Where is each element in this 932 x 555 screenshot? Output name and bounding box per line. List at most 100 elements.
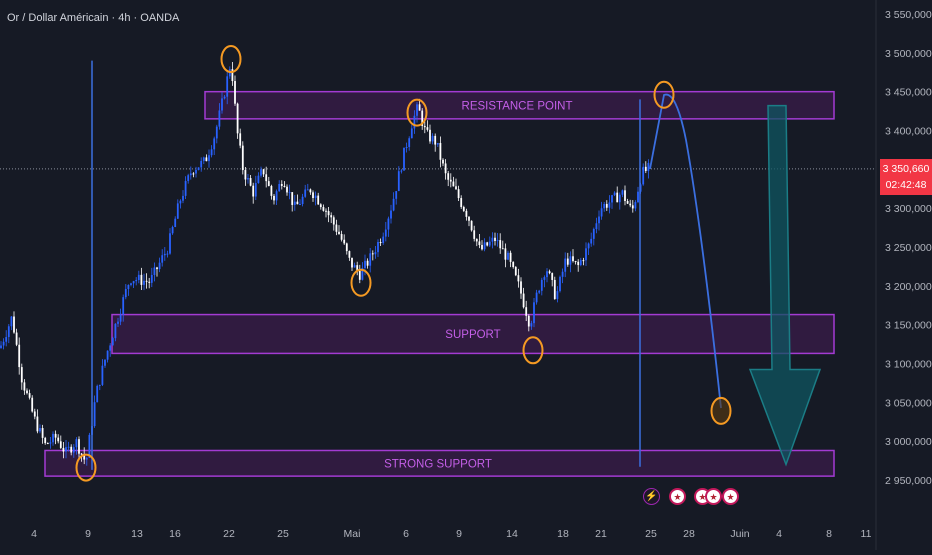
candle-body <box>163 253 166 256</box>
candle-body <box>304 189 307 197</box>
countdown-label: 02:42:48 <box>885 179 927 191</box>
candle-body <box>322 207 325 211</box>
candle-body <box>156 267 158 270</box>
candle-body <box>468 216 470 221</box>
x-tick-label: 21 <box>595 528 607 540</box>
candle-body <box>553 279 556 299</box>
candle-body <box>403 147 405 171</box>
candle-body <box>447 173 450 180</box>
candle-body <box>62 447 65 452</box>
candle-body <box>366 260 369 266</box>
candle-body <box>270 185 273 196</box>
candle-body <box>382 236 385 244</box>
zone-label: SUPPORT <box>445 329 500 341</box>
candle-body <box>119 314 122 322</box>
candle-body <box>530 323 533 327</box>
y-tick-label: 3 400,000 <box>885 126 932 138</box>
candle-body <box>644 166 647 171</box>
x-tick-label: Juin <box>730 528 749 540</box>
turning-point-marker <box>522 336 544 365</box>
x-tick-label: 28 <box>683 528 695 540</box>
candle-body <box>335 224 338 232</box>
candle-body <box>252 185 255 197</box>
current-price-label: 3 350,660 <box>882 163 930 175</box>
candle-body <box>166 253 169 255</box>
candle-body <box>423 125 426 128</box>
candle-body <box>187 175 190 181</box>
candle-body <box>143 280 145 285</box>
candle-body <box>23 382 26 391</box>
candle-body <box>371 253 374 255</box>
candle-body <box>130 283 132 285</box>
y-tick-label: 3 500,000 <box>885 48 932 60</box>
candle-body <box>171 226 174 234</box>
candle-body <box>67 446 70 448</box>
candle-body <box>637 191 639 203</box>
candle-body <box>621 190 624 195</box>
candle-body <box>343 239 346 244</box>
candle-body <box>226 76 229 97</box>
us-flag-icon[interactable]: ★ <box>722 488 739 505</box>
candle-body <box>340 234 343 240</box>
candle-body <box>543 277 546 280</box>
candle-body <box>338 231 340 235</box>
candle-body <box>49 442 52 444</box>
candle-body <box>499 240 502 249</box>
candle-body <box>548 271 551 274</box>
candle-body <box>600 208 603 217</box>
zone-label: RESISTANCE POINT <box>462 100 573 112</box>
candle-body <box>327 211 330 216</box>
candle-body <box>39 428 41 432</box>
us-flag-icon[interactable]: ★ <box>669 488 686 505</box>
candle-body <box>273 195 275 201</box>
candle-body <box>153 267 156 275</box>
candle-body <box>106 350 109 360</box>
candle-body <box>559 276 561 292</box>
zone-label: STRONG SUPPORT <box>384 458 492 470</box>
candle-body <box>348 251 351 258</box>
candle-body <box>574 261 577 263</box>
candle-body <box>616 192 619 203</box>
candle-body <box>283 185 286 187</box>
zone-strong-support <box>44 449 835 477</box>
candle-body <box>85 457 88 460</box>
candle-body <box>306 189 309 191</box>
candle-body <box>647 162 650 171</box>
candle-body <box>0 345 2 348</box>
candle-body <box>473 230 476 239</box>
x-tick-label: 22 <box>223 528 235 540</box>
candle-body <box>470 220 473 231</box>
projection-arrow <box>748 104 822 467</box>
zone-resistance <box>204 90 835 120</box>
candle-body <box>605 203 608 208</box>
candle-body <box>13 316 15 333</box>
candle-body <box>221 98 223 111</box>
candle-body <box>122 297 125 315</box>
candle-body <box>88 434 91 458</box>
x-tick-label: 4 <box>31 528 37 540</box>
candle-body <box>140 274 143 285</box>
candle-body <box>564 258 567 272</box>
x-tick-label: 11 <box>861 528 872 540</box>
x-tick-label: 16 <box>169 528 181 540</box>
candle-body <box>33 411 36 417</box>
candle-body <box>52 433 54 443</box>
candle-body <box>608 202 611 208</box>
candle-body <box>18 344 21 368</box>
candle-body <box>483 242 486 250</box>
candle-body <box>434 135 437 145</box>
candle-body <box>582 260 585 262</box>
candle-body <box>400 170 403 172</box>
candle-body <box>590 238 593 244</box>
candle-body <box>98 384 101 386</box>
candle-body <box>379 242 382 244</box>
candle-body <box>158 262 161 270</box>
x-tick-label: 6 <box>403 528 409 540</box>
candle-body <box>457 189 460 199</box>
us-flag-icon[interactable]: ★ <box>705 488 722 505</box>
candle-body <box>65 447 67 452</box>
lightning-icon[interactable]: ⚡ <box>643 488 660 505</box>
candle-body <box>169 233 171 254</box>
